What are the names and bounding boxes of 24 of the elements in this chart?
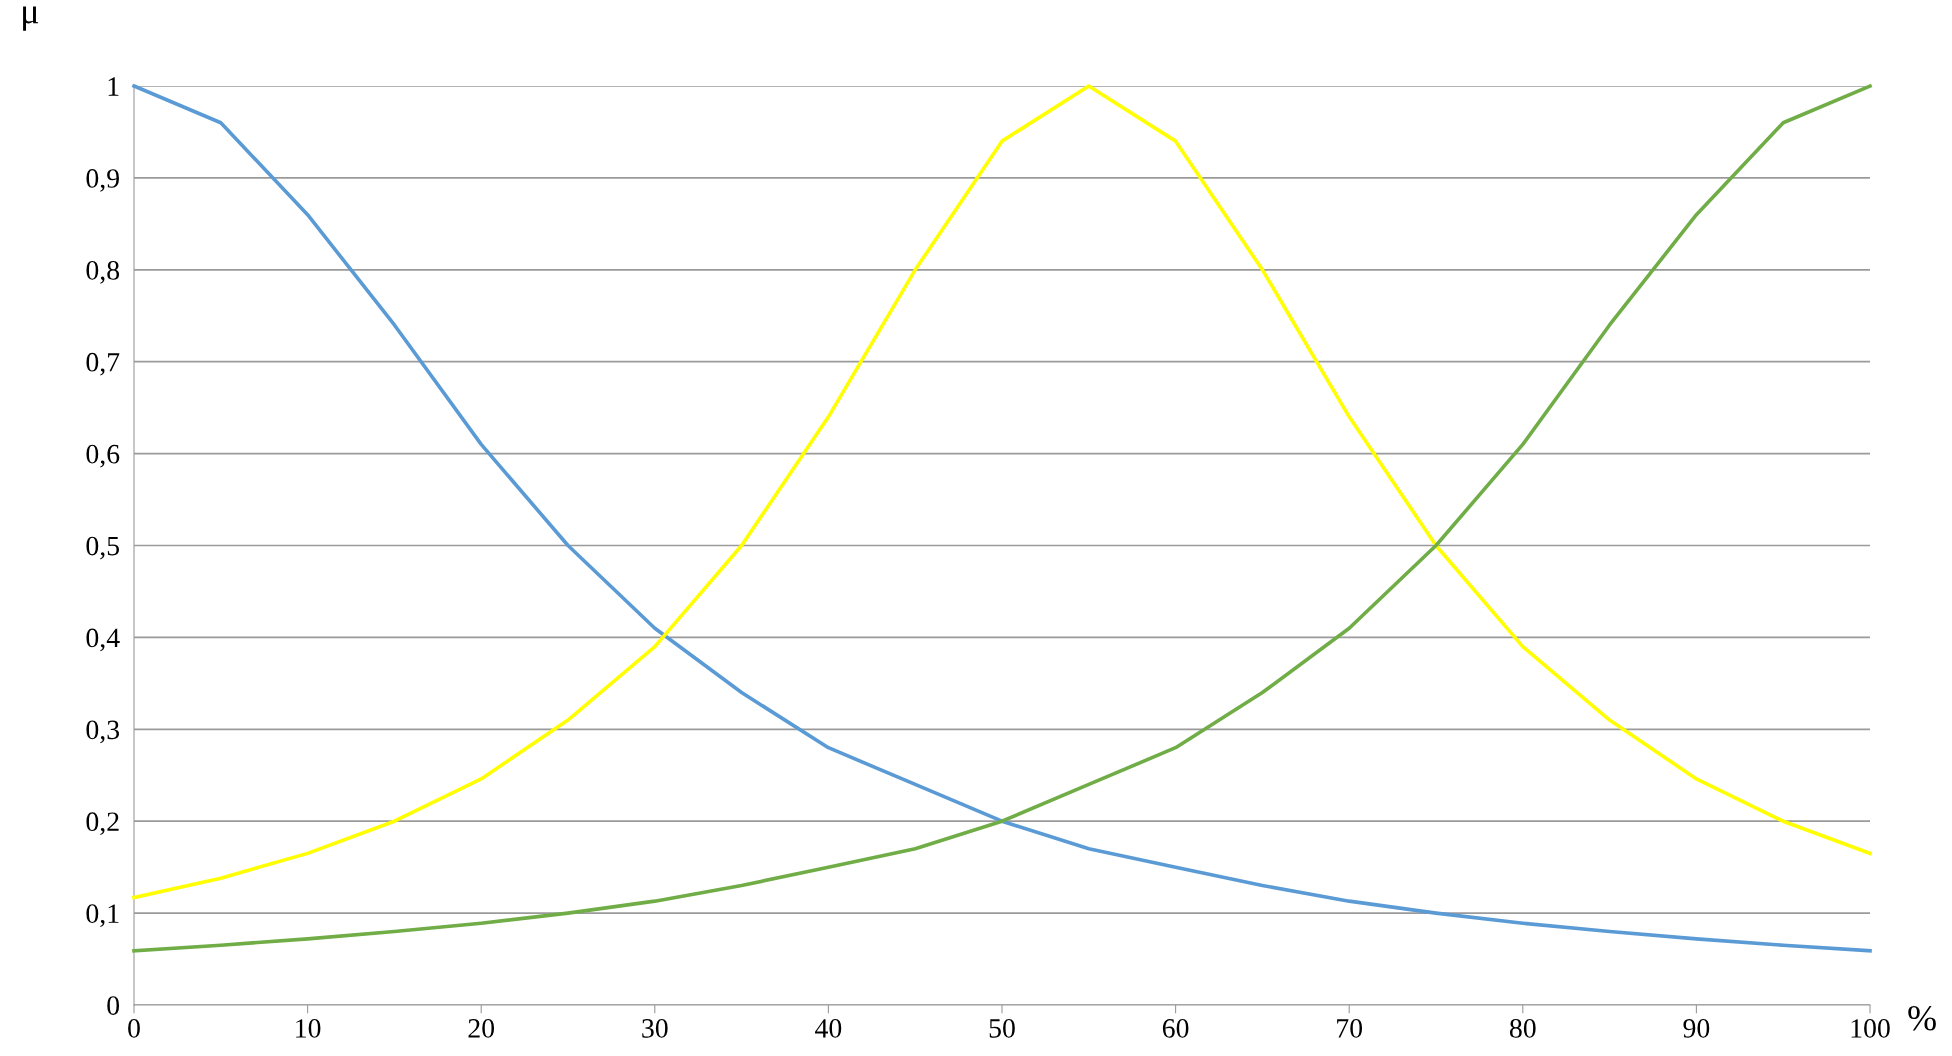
x-axis-title: % <box>1908 1006 1936 1031</box>
y-tick-label: 0,3 <box>86 720 120 744</box>
x-tick-label: 30 <box>642 1019 668 1038</box>
x-tick-label: 60 <box>1162 1019 1189 1038</box>
y-tick-label: 0,5 <box>86 536 120 560</box>
x-tick-label: 80 <box>1509 1019 1536 1038</box>
x-tick-label: 0 <box>128 1019 140 1038</box>
y-tick-label: 0,8 <box>86 260 120 284</box>
x-tick-label: 100 <box>1851 1019 1890 1038</box>
x-tick-label: 70 <box>1337 1019 1363 1038</box>
y-tick-label: 0,4 <box>86 628 120 652</box>
y-tick-label: 0,9 <box>86 169 119 192</box>
y-tick-label: 1 <box>108 77 119 96</box>
x-tick-label: 20 <box>468 1019 495 1038</box>
y-tick-label: 0,2 <box>86 812 119 836</box>
x-tick-label: 10 <box>296 1019 321 1038</box>
y-tick-label: 0,1 <box>86 904 119 928</box>
y-tick-label: 0,6 <box>86 444 120 468</box>
x-tick-label: 90 <box>1683 1019 1710 1038</box>
x-tick-label: 40 <box>815 1019 842 1038</box>
y-tick-label: 0,7 <box>86 352 120 376</box>
y-axis-title: μ <box>23 6 39 31</box>
x-tick-label: 50 <box>989 1019 1015 1038</box>
y-tick-label: 0 <box>107 996 120 1015</box>
